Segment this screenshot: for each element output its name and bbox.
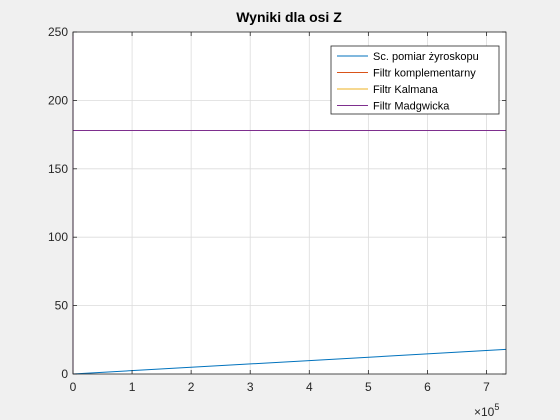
- x-axis-multiplier: ×105: [474, 402, 499, 419]
- y-tick-label: 100: [48, 230, 68, 244]
- x-tick-label: 1: [129, 380, 136, 394]
- y-tick-label: 0: [61, 367, 68, 381]
- ticks: 0 1 2 3 4 5 6 7 0 50 100 150 200 250: [48, 25, 506, 394]
- x-tick-label: 0: [70, 380, 77, 394]
- legend-label: Sc. pomiar żyroskopu: [373, 51, 479, 63]
- y-tick-label: 250: [48, 25, 68, 39]
- x-tick-label: 3: [247, 380, 254, 394]
- legend-label: Filtr komplementarny: [373, 68, 476, 80]
- legend-label: Filtr Kalmana: [373, 84, 439, 96]
- legend-label: Filtr Madgwicka: [373, 101, 450, 113]
- y-tick-label: 50: [55, 299, 69, 313]
- plot-frame: [72, 31, 507, 375]
- x-tick-label: 6: [424, 380, 431, 394]
- x-tick-label: 4: [306, 380, 313, 394]
- series-line-1: [72, 348, 507, 375]
- x-tick-label: 7: [483, 380, 490, 394]
- x-multiplier-exponent: 5: [494, 402, 499, 412]
- y-tick-label: 150: [48, 162, 68, 176]
- legend: Sc. pomiar żyroskopu Filtr komplementarny…: [330, 45, 500, 115]
- x-tick-label: 2: [188, 380, 195, 394]
- x-tick-label: 5: [365, 380, 372, 394]
- chart-title: Wyniki dla osi Z: [236, 9, 342, 25]
- y-tick-label: 200: [48, 93, 68, 107]
- x-multiplier-base: ×10: [474, 405, 495, 419]
- legend-box: [330, 45, 500, 115]
